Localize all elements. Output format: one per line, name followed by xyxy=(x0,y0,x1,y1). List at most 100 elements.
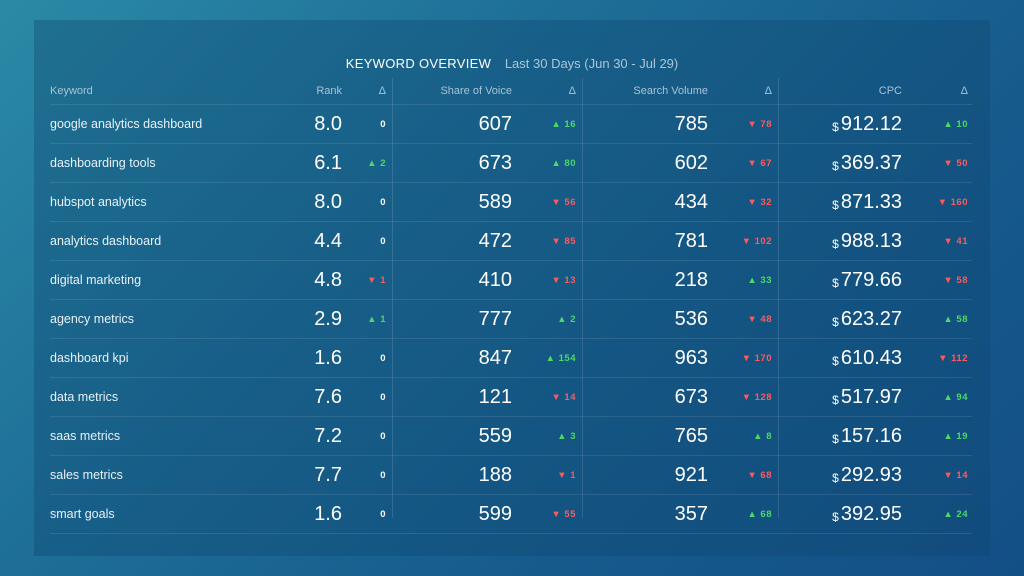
rank-delta: ▼ 1 xyxy=(367,274,386,286)
sov-delta: ▼ 1 xyxy=(557,469,576,481)
header-keyword[interactable]: Keyword xyxy=(50,85,93,97)
sv-delta: ▼ 170 xyxy=(741,352,772,364)
cpc-delta: ▼ 50 xyxy=(943,157,968,169)
search-volume-value: 963 xyxy=(674,346,708,369)
cpc-value: $517.97 xyxy=(786,378,902,416)
keyword-cell: data metrics xyxy=(50,390,119,404)
keyword-table: Keyword Rank Δ Share of Voice Δ Search V… xyxy=(50,78,972,534)
table-row[interactable]: saas metrics 7.2 0 559 ▲ 3 765 ▲ 8 $157.16 ▲ 19 xyxy=(50,417,972,456)
cpc-amount: 392.95 xyxy=(840,502,902,525)
rank-value: 2.9 xyxy=(314,307,342,330)
rank-delta: ▲ 1 xyxy=(367,313,386,325)
table-row[interactable]: agency metrics 2.9 ▲ 1 777 ▲ 2 536 ▼ 48 $623.27… xyxy=(50,300,972,339)
currency-symbol: $ xyxy=(832,354,839,368)
rank-delta: 0 xyxy=(380,118,386,130)
keyword-cell: dashboarding tools xyxy=(50,156,156,170)
cpc-value: $871.33 xyxy=(786,183,902,221)
search-volume-value: 921 xyxy=(674,463,708,486)
cpc-amount: 871.33 xyxy=(840,190,902,213)
rank-delta: 0 xyxy=(380,508,386,520)
currency-symbol: $ xyxy=(832,510,839,524)
table-header-row: Keyword Rank Δ Share of Voice Δ Search V… xyxy=(50,78,972,105)
keyword-cell: digital marketing xyxy=(50,273,142,287)
keyword-cell: hubspot analytics xyxy=(50,195,147,209)
cpc-delta: ▼ 41 xyxy=(943,235,968,247)
header-cpc[interactable]: CPC xyxy=(878,85,902,97)
sv-delta: ▼ 32 xyxy=(747,196,772,208)
cpc-value: $912.12 xyxy=(786,105,902,143)
cpc-delta: ▼ 160 xyxy=(937,196,968,208)
currency-symbol: $ xyxy=(832,159,839,173)
currency-symbol: $ xyxy=(832,315,839,329)
table-row[interactable]: digital marketing 4.8 ▼ 1 410 ▼ 13 218 ▲ 33 $77… xyxy=(50,261,972,300)
keyword-cell: analytics dashboard xyxy=(50,234,162,248)
rank-delta: 0 xyxy=(380,430,386,442)
cpc-delta: ▲ 19 xyxy=(943,430,968,442)
sov-delta: ▲ 2 xyxy=(557,313,576,325)
rank-value: 4.4 xyxy=(314,229,342,252)
share-of-voice-value: 847 xyxy=(478,346,512,369)
cpc-delta: ▲ 58 xyxy=(943,313,968,325)
sv-delta: ▼ 78 xyxy=(747,118,772,130)
cpc-delta: ▲ 24 xyxy=(943,508,968,520)
sv-delta: ▲ 33 xyxy=(747,274,772,286)
table-row[interactable]: dashboarding tools 6.1 ▲ 2 673 ▲ 80 602 ▼ 67 $3… xyxy=(50,144,972,183)
table-row[interactable]: analytics dashboard 4.4 0 472 ▼ 85 781 ▼ 102 $9… xyxy=(50,222,972,261)
table-row[interactable]: smart goals 1.6 0 599 ▼ 55 357 ▲ 68 $392.95 ▲ 24 xyxy=(50,495,972,534)
currency-symbol: $ xyxy=(832,237,839,251)
sov-delta: ▲ 154 xyxy=(545,352,576,364)
share-of-voice-value: 188 xyxy=(478,463,512,486)
sov-delta: ▼ 56 xyxy=(551,196,576,208)
search-volume-value: 536 xyxy=(674,307,708,330)
cpc-amount: 988.13 xyxy=(840,229,902,252)
table-body: google analytics dashboard 8.0 0 607 ▲ 16 785… xyxy=(50,105,972,534)
share-of-voice-value: 410 xyxy=(478,268,512,291)
table-row[interactable]: dashboard kpi 1.6 0 847 ▲ 154 963 ▼ 170 $610.43… xyxy=(50,339,972,378)
share-of-voice-value: 673 xyxy=(478,151,512,174)
rank-delta: 0 xyxy=(380,469,386,481)
share-of-voice-value: 472 xyxy=(478,229,512,252)
widget-header: KEYWORD OVERVIEW Last 30 Days (Jun 30 - … xyxy=(34,56,990,76)
table-row[interactable]: data metrics 7.6 0 121 ▼ 14 673 ▼ 128 $517.97 ▲ … xyxy=(50,378,972,417)
cpc-delta: ▼ 112 xyxy=(938,352,968,364)
header-sv-delta[interactable]: Δ xyxy=(764,85,772,97)
search-volume-value: 218 xyxy=(674,268,708,291)
table-row[interactable]: hubspot analytics 8.0 0 589 ▼ 56 434 ▼ 32 $871.… xyxy=(50,183,972,222)
currency-symbol: $ xyxy=(832,432,839,446)
sov-delta: ▼ 55 xyxy=(551,508,576,520)
cpc-value: $610.43 xyxy=(786,339,902,377)
rank-value: 8.0 xyxy=(314,112,342,135)
search-volume-value: 765 xyxy=(674,424,708,447)
column-divider xyxy=(392,78,393,518)
date-range-label[interactable]: Last 30 Days (Jun 30 - Jul 29) xyxy=(504,56,679,71)
search-volume-value: 781 xyxy=(674,229,708,252)
cpc-value: $292.93 xyxy=(786,456,902,494)
header-search-volume[interactable]: Search Volume xyxy=(633,85,708,97)
search-volume-value: 785 xyxy=(674,112,708,135)
header-share-of-voice[interactable]: Share of Voice xyxy=(440,85,512,97)
cpc-value: $779.66 xyxy=(786,261,902,299)
header-sov-delta[interactable]: Δ xyxy=(568,85,576,97)
cpc-value: $623.27 xyxy=(786,300,902,338)
rank-value: 7.6 xyxy=(314,385,342,408)
cpc-amount: 623.27 xyxy=(840,307,902,330)
header-rank[interactable]: Rank xyxy=(316,85,342,97)
table-row[interactable]: sales metrics 7.7 0 188 ▼ 1 921 ▼ 68 $292.93 ▼ 1… xyxy=(50,456,972,495)
search-volume-value: 602 xyxy=(674,151,708,174)
share-of-voice-value: 777 xyxy=(478,307,512,330)
cpc-amount: 610.43 xyxy=(840,346,902,369)
header-cpc-delta[interactable]: Δ xyxy=(960,85,968,97)
sov-delta: ▼ 13 xyxy=(551,274,576,286)
cpc-value: $157.16 xyxy=(786,417,902,455)
table-row[interactable]: google analytics dashboard 8.0 0 607 ▲ 16 785… xyxy=(50,105,972,144)
sov-delta: ▲ 3 xyxy=(557,430,576,442)
currency-symbol: $ xyxy=(832,120,839,134)
keyword-overview-widget: KEYWORD OVERVIEW Last 30 Days (Jun 30 - … xyxy=(34,20,990,556)
currency-symbol: $ xyxy=(832,471,839,485)
rank-value: 8.0 xyxy=(314,190,342,213)
currency-symbol: $ xyxy=(832,276,839,290)
sov-delta: ▼ 14 xyxy=(551,391,576,403)
cpc-delta: ▼ 58 xyxy=(943,274,968,286)
header-rank-delta[interactable]: Δ xyxy=(378,85,386,97)
sv-delta: ▼ 68 xyxy=(747,469,772,481)
